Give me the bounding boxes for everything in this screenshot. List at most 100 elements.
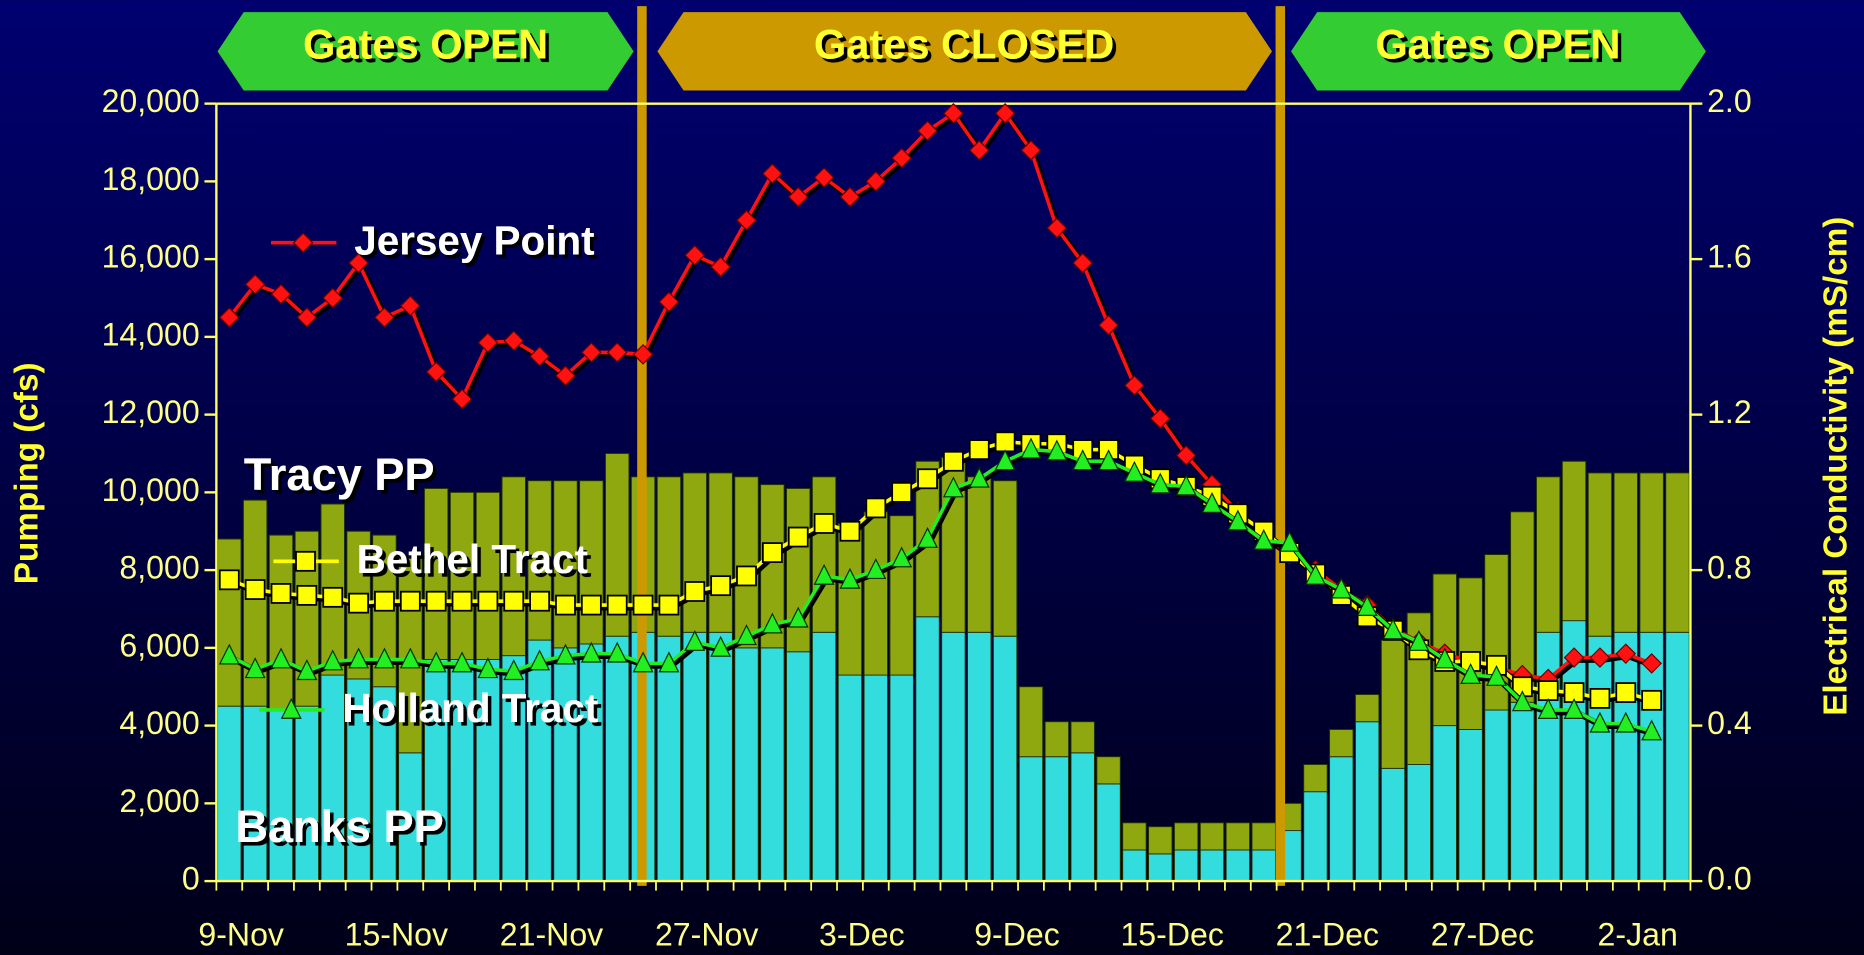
point [348,647,370,669]
y-tick-label: 18,000 [102,161,200,197]
bar [1303,791,1328,882]
bar [1173,822,1199,851]
point [374,590,395,612]
bar [217,538,242,707]
point [1537,698,1559,719]
point [1175,474,1197,496]
point [451,388,473,410]
point [813,563,835,585]
point [917,526,939,548]
bar [604,453,630,637]
bar [604,635,630,882]
bar [553,647,578,882]
point [632,651,654,673]
x-tick-label: 15-Dec [1120,916,1223,952]
point [606,342,628,363]
bar [1225,822,1251,851]
bar [579,643,604,882]
point [244,657,266,679]
y-tick-label: 20,000 [102,83,200,119]
bar [889,515,914,676]
bar [889,674,914,882]
point [761,612,783,634]
point [606,594,628,616]
y2-tick-label: 1.6 [1707,239,1752,275]
point [1641,689,1663,711]
point [891,481,913,503]
point [270,283,292,305]
point [1511,690,1533,712]
point [710,256,731,278]
point [761,542,783,564]
bar [1665,472,1690,633]
point [865,558,887,580]
point [1227,509,1249,531]
point [322,586,344,608]
point [684,581,706,602]
point [1589,687,1611,709]
bar [527,639,552,882]
point [968,139,990,161]
bar [1484,709,1509,882]
bar [837,522,863,676]
point [555,594,576,616]
point [580,342,602,363]
bar [242,705,268,882]
point [787,186,809,208]
point [684,244,706,266]
x-tick-label: 9-Dec [974,916,1060,952]
point [658,594,680,616]
point [451,651,473,673]
point [710,575,732,597]
point [1279,530,1301,552]
point [425,651,447,673]
point [813,513,835,534]
point [1408,629,1430,651]
point [1641,719,1663,741]
gate-label: Gates OPEN [303,21,548,68]
point [839,186,861,208]
bar [1406,763,1432,882]
point [322,649,344,671]
point [1098,449,1120,471]
point [1563,647,1585,668]
point [1615,711,1637,733]
point [529,649,551,671]
gate-banner [1291,12,1706,91]
point [632,344,654,365]
y-tick-label: 8,000 [119,550,199,586]
bar [941,631,966,882]
bar [915,616,940,882]
point [839,520,861,542]
bar [1613,631,1639,882]
point [1563,698,1585,719]
point [1020,139,1042,161]
point [1149,408,1171,429]
bar [294,530,320,707]
point [1123,460,1145,482]
point [942,450,964,472]
point [891,546,913,568]
gate-label: Gates OPEN [1375,21,1620,68]
point [1615,643,1637,665]
bar [863,511,889,676]
bar [1044,756,1070,882]
bar [1432,725,1457,882]
point [399,647,421,669]
bar [1354,721,1380,882]
point [606,641,628,663]
point [736,565,757,587]
point [762,163,783,184]
point [244,274,266,295]
point [968,466,990,488]
point [684,629,706,651]
bar [1510,701,1535,882]
point [658,291,680,313]
gate-label: Gates CLOSED [814,21,1114,68]
point [658,651,680,673]
bar [837,674,863,882]
bar [242,499,268,707]
point [322,287,344,309]
legend-label: Jersey Point [354,218,594,264]
point [943,102,964,124]
